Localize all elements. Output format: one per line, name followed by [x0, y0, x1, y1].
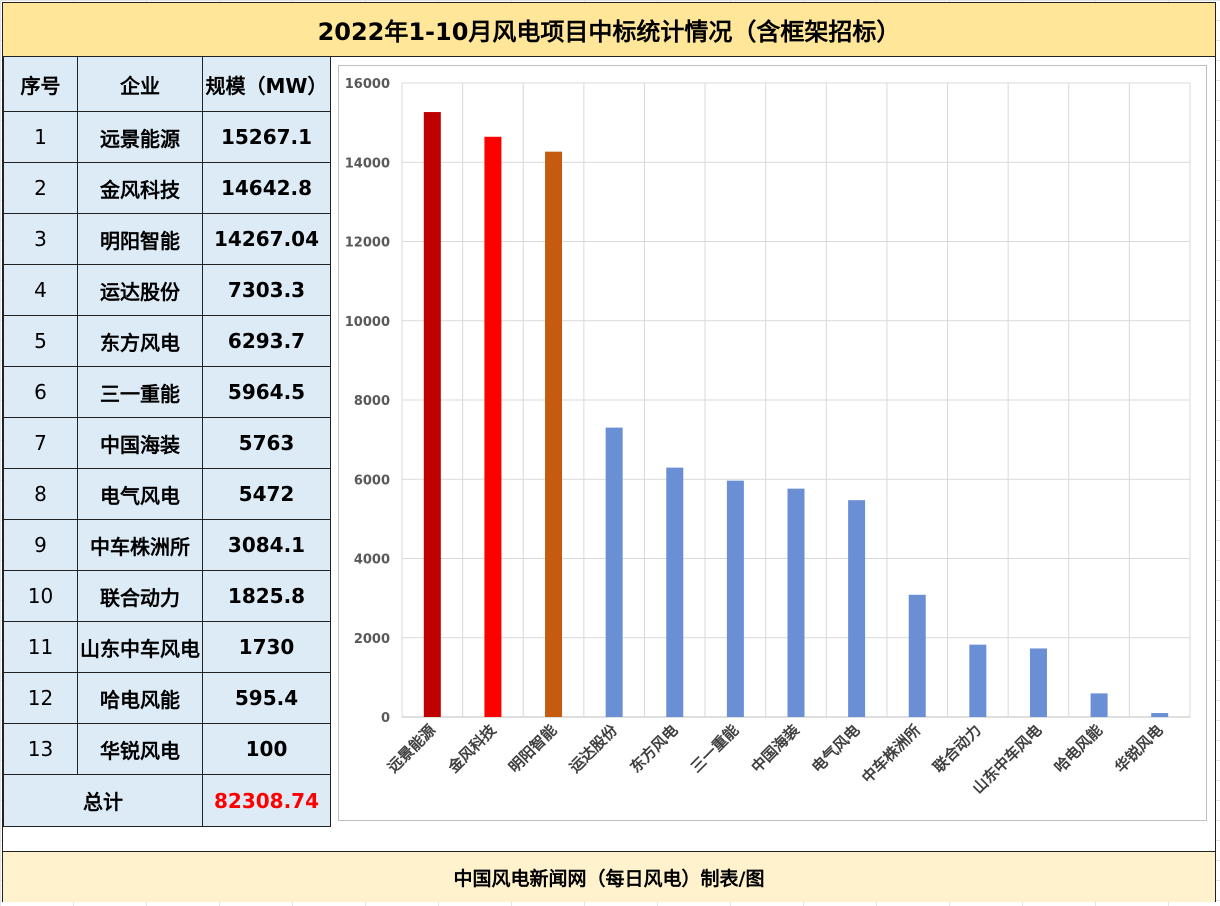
- table-row: 6 三一重能 5964.5: [3, 366, 331, 418]
- x-tick-label: 三一重能: [687, 721, 742, 776]
- row-company: 运达股份: [77, 264, 203, 316]
- row-no: 10: [3, 570, 78, 622]
- table-row: 11 山东中车风电 1730: [3, 621, 331, 673]
- bar: [423, 112, 441, 718]
- row-no: 8: [3, 468, 78, 520]
- row-company: 明阳智能: [77, 213, 203, 265]
- row-no: 13: [3, 723, 78, 775]
- table-row: 2 金风科技 14642.8: [3, 162, 331, 214]
- table-row: 12 哈电风能 595.4: [3, 672, 331, 724]
- row-company: 中国海装: [77, 417, 203, 469]
- ranking-table: 序号 企业 规模（MW） 1 远景能源 15267.1 2 金风科技 14642.8 3…: [3, 56, 331, 827]
- table-row: 10 联合动力 1825.8: [3, 570, 331, 622]
- table-row: 9 中车株洲所 3084.1: [3, 519, 331, 571]
- x-tick-label: 中国海装: [748, 720, 804, 776]
- x-tick-label: 金风科技: [444, 720, 501, 777]
- table-row: 4 运达股份 7303.3: [3, 264, 331, 316]
- table-header-row: 序号 企业 规模（MW）: [3, 56, 331, 112]
- bar: [726, 480, 744, 717]
- bar-chart-panel: 0 2000 4000 6000 8000 10000 12000 14000 16000 远景能…: [338, 65, 1207, 821]
- row-no: 4: [3, 264, 78, 316]
- row-mw: 100: [202, 723, 331, 775]
- table-row: 13 华锐风电 100: [3, 723, 331, 775]
- y-tick-label: 12000: [345, 236, 390, 251]
- page-footer: 中国风电新闻网（每日风电）制表/图: [3, 851, 1215, 902]
- x-tick-label: 运达股份: [566, 720, 622, 776]
- row-mw: 5472: [202, 468, 331, 520]
- total-value: 82308.74: [202, 774, 331, 827]
- row-company: 联合动力: [77, 570, 203, 622]
- header-no: 序号: [3, 56, 78, 112]
- row-no: 7: [3, 417, 78, 469]
- row-company: 三一重能: [77, 366, 203, 418]
- bar: [908, 594, 926, 717]
- bar: [545, 151, 563, 717]
- row-company: 哈电风能: [77, 672, 203, 724]
- row-no: 3: [3, 213, 78, 265]
- row-no: 9: [3, 519, 78, 571]
- bar: [1090, 693, 1108, 717]
- x-tick-label: 哈电风能: [1051, 721, 1106, 776]
- bar: [605, 427, 623, 717]
- bar: [848, 500, 866, 717]
- table-row: 7 中国海装 5763: [3, 417, 331, 469]
- x-tick-label: 明阳智能: [505, 721, 560, 776]
- y-tick-label: 2000: [354, 632, 390, 647]
- row-no: 2: [3, 162, 78, 214]
- table-row: 3 明阳智能 14267.04: [3, 213, 331, 265]
- y-tick-label: 10000: [345, 315, 390, 330]
- bar: [969, 644, 987, 717]
- x-tick-label: 东方风电: [626, 721, 681, 776]
- row-mw: 1825.8: [202, 570, 331, 622]
- y-tick-label: 6000: [354, 473, 390, 488]
- y-tick-label: 0: [381, 711, 390, 726]
- x-tick-label: 中车株洲所: [858, 721, 924, 787]
- table-row: 5 东方风电 6293.7: [3, 315, 331, 367]
- row-mw: 5763: [202, 417, 331, 469]
- row-mw: 6293.7: [202, 315, 331, 367]
- row-mw: 3084.1: [202, 519, 331, 571]
- y-tick-label: 8000: [354, 394, 390, 409]
- row-mw: 15267.1: [202, 111, 331, 163]
- bar-chart: 0 2000 4000 6000 8000 10000 12000 14000 16000 远景能…: [345, 77, 1191, 797]
- row-mw: 14267.04: [202, 213, 331, 265]
- row-company: 东方风电: [77, 315, 203, 367]
- row-mw: 7303.3: [202, 264, 331, 316]
- row-mw: 5964.5: [202, 366, 331, 418]
- bar: [1029, 648, 1047, 717]
- row-mw: 595.4: [202, 672, 331, 724]
- row-no: 1: [3, 111, 78, 163]
- page-title: 2022年1-10月风电项目中标统计情况（含框架招标）: [3, 3, 1215, 57]
- row-company: 山东中车风电: [77, 621, 203, 673]
- y-tick-label: 16000: [345, 77, 390, 92]
- x-tick-label: 华锐风电: [1111, 721, 1166, 776]
- x-tick-label: 远景能源: [384, 721, 439, 776]
- total-label: 总计: [3, 774, 203, 827]
- x-tick-label: 联合动力: [930, 721, 985, 776]
- header-company: 企业: [77, 56, 203, 112]
- row-company: 华锐风电: [77, 723, 203, 775]
- table-total-row: 总计 82308.74: [3, 774, 331, 827]
- row-company: 远景能源: [77, 111, 203, 163]
- row-company: 金风科技: [77, 162, 203, 214]
- row-company: 中车株洲所: [77, 519, 203, 571]
- y-tick-label: 4000: [354, 553, 390, 568]
- x-tick-label: 电气风电: [808, 721, 863, 776]
- bar: [666, 467, 684, 717]
- bar: [787, 488, 805, 717]
- bar: [1151, 713, 1169, 717]
- y-tick-label: 14000: [345, 156, 390, 171]
- row-mw: 14642.8: [202, 162, 331, 214]
- header-mw: 规模（MW）: [202, 56, 331, 112]
- table-row: 1 远景能源 15267.1: [3, 111, 331, 163]
- table-row: 8 电气风电 5472: [3, 468, 331, 520]
- row-no: 12: [3, 672, 78, 724]
- row-no: 5: [3, 315, 78, 367]
- row-no: 11: [3, 621, 78, 673]
- row-mw: 1730: [202, 621, 331, 673]
- row-no: 6: [3, 366, 78, 418]
- bar: [484, 136, 502, 717]
- row-company: 电气风电: [77, 468, 203, 520]
